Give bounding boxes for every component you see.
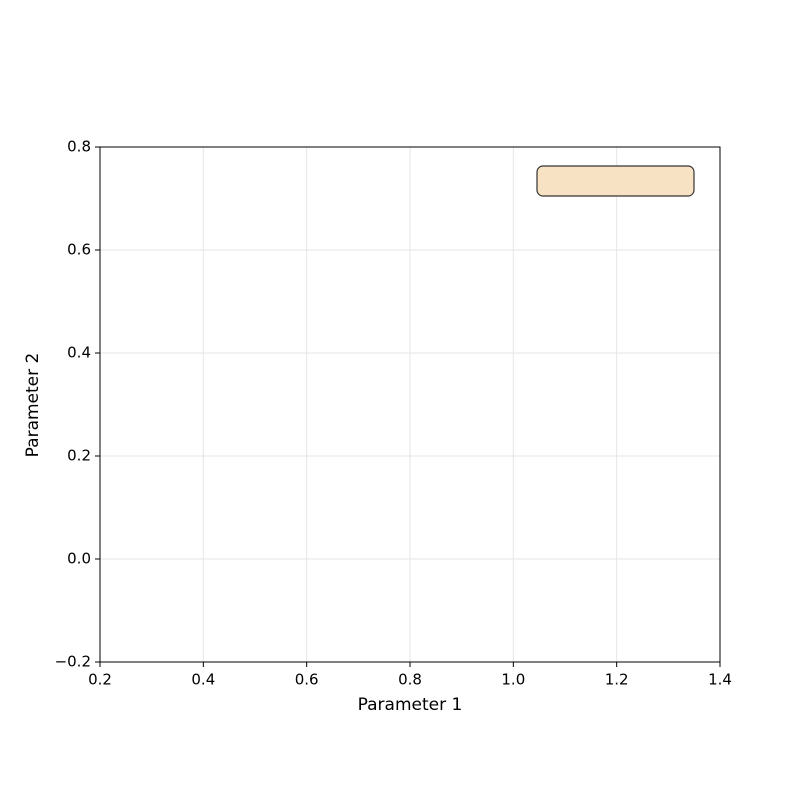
y-tick-label: 0.2 [67,447,91,465]
annotation-box [536,165,695,197]
y-tick-label: 0.6 [67,241,91,259]
y-tick-label: 0.0 [67,550,91,568]
x-tick-label: 0.2 [88,671,112,689]
x-axis-label: Parameter 1 [358,695,463,715]
y-tick-label: −0.2 [55,653,91,671]
x-tick-label: 0.6 [295,671,319,689]
x-tick-label: 1.0 [501,671,525,689]
y-tick-label: 0.4 [67,344,91,362]
x-tick-label: 1.2 [605,671,629,689]
x-tick-label: 0.8 [398,671,422,689]
y-tick-label: 0.8 [67,138,91,156]
y-axis-label: Parameter 2 [23,353,43,458]
x-tick-label: 0.4 [191,671,215,689]
x-tick-label: 1.4 [708,671,732,689]
